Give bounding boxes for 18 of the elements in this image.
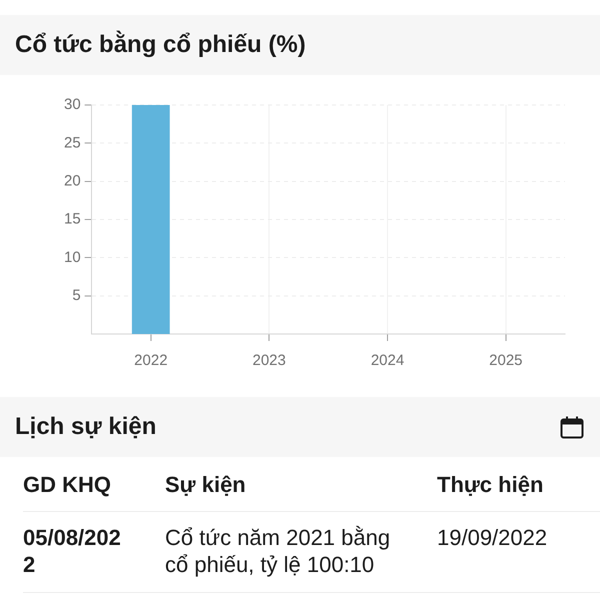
y-tick-label: 5 [72,286,81,304]
y-tick-label: 15 [64,210,81,228]
text: Sự kiện [165,470,246,498]
text: GD KHQ [23,470,111,498]
y-tick-label: 20 [64,172,81,190]
text: Thực hiện [437,470,544,498]
chart-title: Cổ tức bằng cổ phiếu (%) [15,31,306,59]
y-tick-label: 10 [64,248,81,266]
x-tick-label: 2023 [252,352,286,370]
x-tick-label: 2022 [134,352,168,370]
y-tick-label: 30 [64,96,81,114]
text: Cổ tức năm 2021 bằng cổ phiếu, tỷ lệ 100:10 [165,525,390,577]
x-tick-label: 2025 [489,352,523,370]
text: 19/09/2022 [437,525,548,550]
x-tick-label: 2024 [370,352,404,370]
y-tick-label: 25 [64,134,81,152]
text: 05/08/2022 [23,525,121,577]
text: Lịch sự kiện [15,413,156,441]
